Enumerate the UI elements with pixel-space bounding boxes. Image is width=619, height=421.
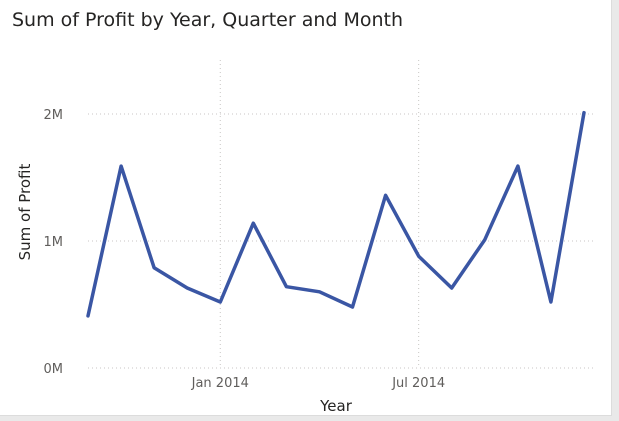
x-tick-label: Jul 2014 [391, 376, 445, 391]
y-tick-label: 1M [44, 235, 64, 250]
x-tick-label: Jan 2014 [191, 376, 249, 391]
chart-title: Sum of Profit by Year, Quarter and Month [12, 9, 404, 31]
y-axis-title: Sum of Profit [16, 164, 34, 261]
y-tick-label: 0M [44, 362, 64, 377]
x-axis-title: Year [319, 397, 353, 415]
series-line [86, 110, 586, 318]
y-tick-label: 2M [44, 108, 64, 123]
chart-card: Sum of Profit by Year, Quarter and Month… [0, 0, 612, 416]
line-chart: 0M 1M 2M Jan 2014 Jul 2014 Year Sum of Profit [16, 60, 594, 415]
